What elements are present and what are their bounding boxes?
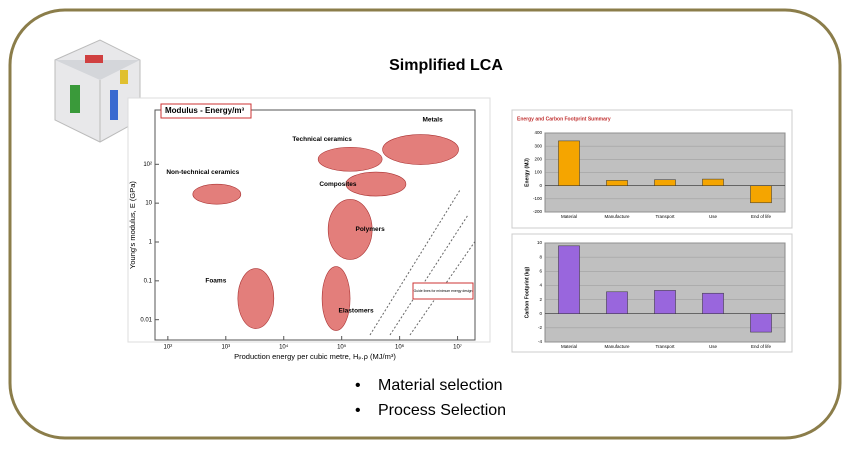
x-tick-label: Material: [561, 214, 577, 219]
y-tick-label: 200: [534, 157, 542, 162]
x-tick-label: 10⁶: [395, 344, 405, 351]
y-axis-label: Young's modulus, E (GPa): [128, 181, 137, 269]
x-axis-label: Production energy per cubic metre, Hₚ.ρ …: [234, 352, 396, 361]
x-tick-label: Use: [709, 344, 717, 349]
material-region: [345, 171, 407, 197]
y-tick-label: 2: [539, 297, 542, 302]
y-tick-label: 0.1: [144, 278, 153, 284]
y-tick-label: 0.01: [140, 317, 152, 323]
chart-title: Energy and Carbon Footprint Summary: [517, 116, 611, 122]
region-label: Non-technical ceramics: [166, 169, 239, 176]
material-region: [321, 266, 351, 331]
x-tick-label: 10⁵: [337, 344, 347, 351]
x-tick-label: Transport: [655, 214, 675, 219]
cube-logo: [54, 39, 141, 143]
bar: [654, 290, 676, 314]
bullet: Process Selection: [378, 402, 506, 419]
x-tick-label: 10³: [221, 345, 230, 351]
material-region: [317, 146, 383, 172]
bullet-mark: •: [355, 402, 361, 419]
y-axis-label: Carbon Footprint (kg): [524, 266, 530, 318]
region-label: Metals: [422, 116, 443, 123]
x-tick-label: Material: [561, 344, 577, 349]
slide-title: Simplified LCA: [389, 57, 503, 74]
y-tick-label: 1: [149, 240, 153, 246]
guide-line: [369, 189, 461, 336]
bullet: Material selection: [378, 377, 503, 394]
bar: [654, 179, 676, 186]
bar: [606, 180, 628, 186]
y-tick-label: 4: [539, 283, 542, 288]
bar: [750, 185, 772, 204]
bar: [558, 245, 580, 314]
y-tick-label: -100: [533, 196, 543, 201]
y-tick-label: 10: [145, 201, 152, 207]
bar: [750, 313, 772, 333]
y-tick-label: 100: [534, 170, 542, 175]
y-tick-label: -2: [538, 325, 542, 330]
y-tick-label: 0: [539, 183, 542, 188]
chart-title: Modulus - Energy/m³: [165, 106, 244, 115]
annotation-box: [412, 282, 474, 300]
material-region: [192, 183, 242, 205]
y-tick-label: 10²: [143, 162, 152, 168]
region-label: Technical ceramics: [292, 136, 352, 143]
y-tick-label: -4: [538, 339, 542, 344]
y-tick-label: 6: [539, 268, 542, 273]
x-tick-label: Transport: [655, 344, 675, 349]
y-tick-label: -200: [533, 209, 543, 214]
title-box: [160, 103, 252, 119]
x-tick-label: Manufacture: [604, 344, 630, 349]
annotation: Guide lines for minimum energy design: [414, 289, 473, 293]
bar: [702, 178, 724, 186]
bar: [558, 140, 580, 186]
y-tick-label: 300: [534, 143, 542, 148]
region-label: Composites: [319, 181, 357, 188]
region-label: Polymers: [356, 226, 386, 233]
region-label: Elastomers: [339, 307, 374, 314]
y-tick-label: 8: [539, 254, 542, 259]
x-tick-label: End of life: [751, 344, 772, 349]
y-axis-label: Energy (MJ): [524, 158, 530, 187]
x-tick-label: 10⁴: [279, 344, 289, 351]
x-tick-label: Manufacture: [604, 214, 630, 219]
bar: [606, 291, 628, 314]
material-region: [237, 268, 275, 329]
x-tick-label: 10²: [164, 345, 173, 351]
material-region: [327, 199, 373, 260]
x-tick-label: End of life: [751, 214, 772, 219]
bar: [702, 292, 724, 314]
y-tick-label: 0: [539, 311, 542, 316]
x-tick-label: Use: [709, 214, 717, 219]
region-label: Foams: [205, 277, 226, 284]
material-region: [382, 134, 459, 165]
y-tick-label: 10: [537, 240, 543, 245]
y-tick-label: 400: [534, 130, 542, 135]
x-tick-label: 10⁷: [453, 344, 462, 351]
bullet-mark: •: [355, 377, 361, 394]
